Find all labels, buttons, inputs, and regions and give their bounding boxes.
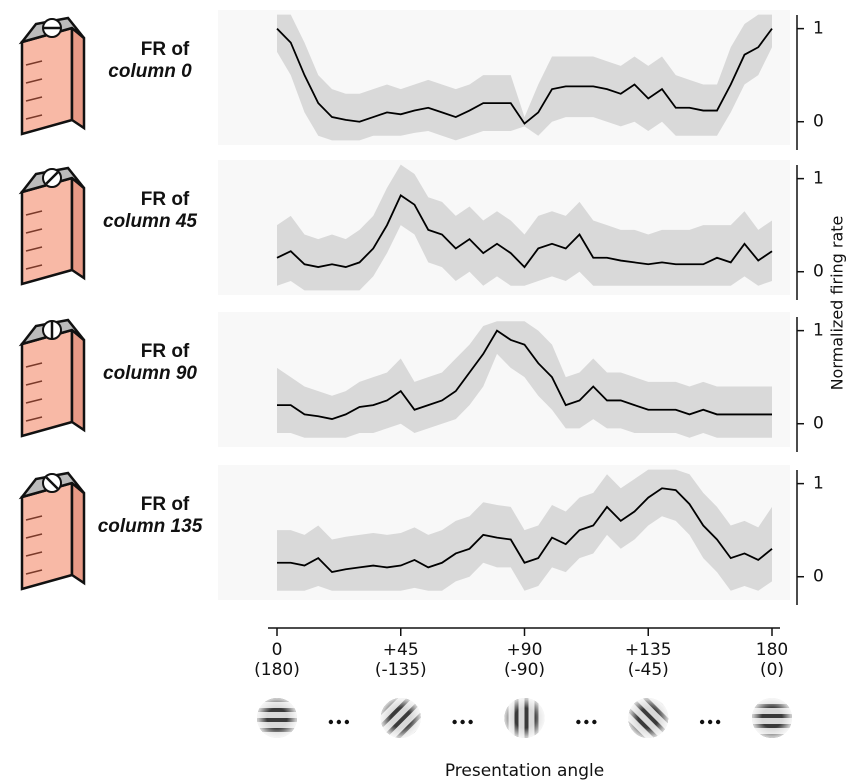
ellipsis-dot <box>716 720 720 724</box>
x-tick-label-secondary: (-90) <box>504 660 545 680</box>
panel-subtitle: column 45 <box>103 211 197 232</box>
ellipsis-dot <box>708 720 712 724</box>
x-tick-label: 180 <box>756 640 788 660</box>
x-axis-label: Presentation angle <box>445 761 604 781</box>
panel-title: FR of <box>141 341 190 362</box>
y-tick-label: 1 <box>813 19 824 39</box>
column-side <box>72 483 84 583</box>
column-icon <box>22 320 84 436</box>
column-side <box>72 178 84 278</box>
x-tick-label: +135 <box>625 640 672 660</box>
x-tick-label-secondary: (-135) <box>375 660 427 680</box>
ellipsis-dot <box>337 720 341 724</box>
x-tick-label-secondary: (-45) <box>628 660 669 680</box>
y-tick-label: 1 <box>813 474 824 494</box>
ellipsis-dot <box>345 720 349 724</box>
column-side <box>72 330 84 430</box>
grating-fade <box>752 698 792 738</box>
ellipsis-dot <box>584 720 588 724</box>
grating <box>505 698 545 738</box>
ellipsis-dot <box>700 720 704 724</box>
y-tick-label: 0 <box>813 112 824 132</box>
grating <box>620 690 677 747</box>
figure: FR ofcolumn 001FR ofcolumn 4501Normalize… <box>0 0 849 783</box>
column-icon <box>22 168 84 284</box>
column-icon <box>22 473 84 589</box>
y-tick-label: 0 <box>813 262 824 282</box>
x-tick-label: +45 <box>383 640 419 660</box>
grating-fade <box>628 698 668 738</box>
y-tick-label: 1 <box>813 169 824 189</box>
grating <box>752 698 792 738</box>
ellipsis-dot <box>329 720 333 724</box>
ellipsis-dot <box>460 720 464 724</box>
ellipsis-dot <box>592 720 596 724</box>
x-tick-label-secondary: (0) <box>760 660 784 680</box>
y-tick-label: 1 <box>813 321 824 341</box>
column-side <box>72 28 84 128</box>
ellipsis-dot <box>576 720 580 724</box>
grating-fade <box>257 698 297 738</box>
ellipsis-dot <box>468 720 472 724</box>
y-tick-label: 0 <box>813 414 824 434</box>
y-axis-label: Normalized firing rate <box>828 216 847 391</box>
x-tick-label: 0 <box>272 640 283 660</box>
ellipsis-dot <box>452 720 456 724</box>
grating-fade <box>505 698 545 738</box>
grating-fade <box>381 698 421 738</box>
x-tick-label-secondary: (180) <box>254 660 300 680</box>
y-tick-label: 0 <box>813 567 824 587</box>
panel-title: FR of <box>141 39 190 60</box>
panel-subtitle: column 90 <box>103 363 197 384</box>
panel-title: FR of <box>141 189 190 210</box>
panel-subtitle: column 0 <box>108 61 192 82</box>
panel-subtitle: column 135 <box>98 516 203 537</box>
column-icon <box>22 18 84 134</box>
x-tick-label: +90 <box>507 640 543 660</box>
grating <box>257 698 297 738</box>
panel-title: FR of <box>141 494 190 515</box>
grating <box>372 690 429 747</box>
